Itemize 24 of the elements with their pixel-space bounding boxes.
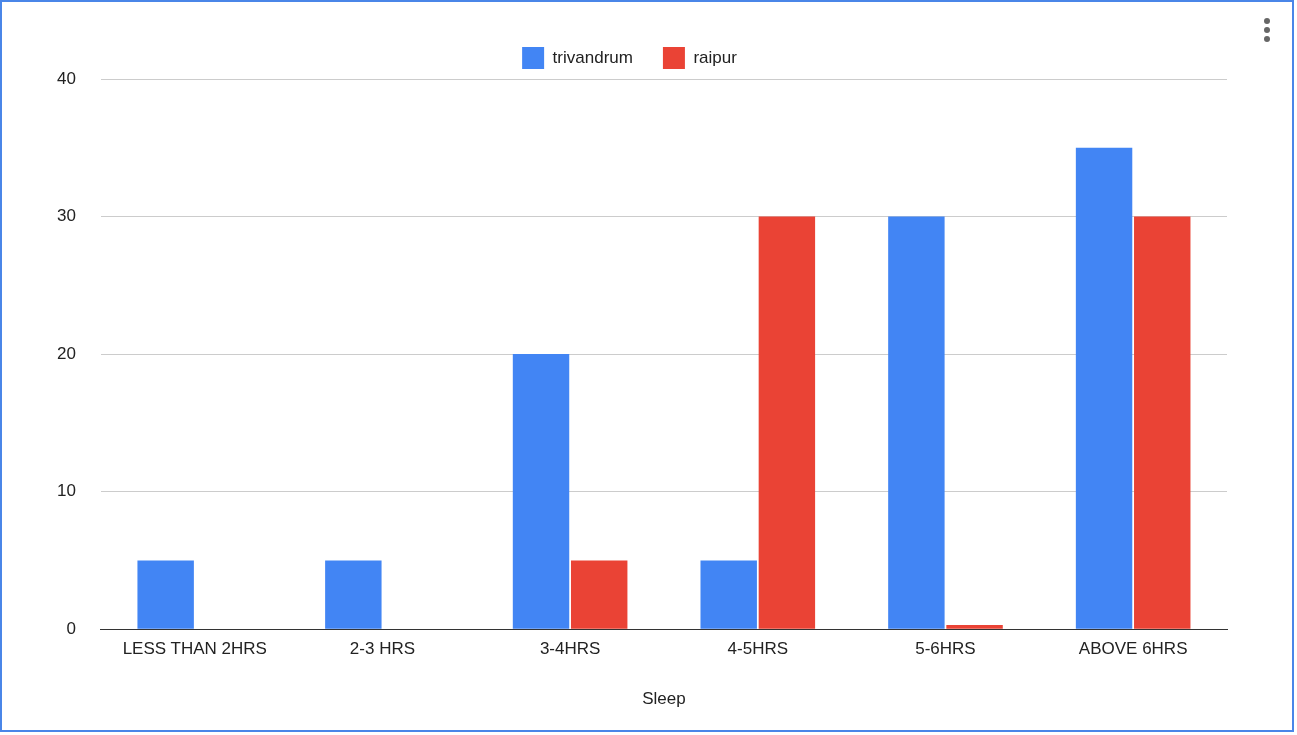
x-tick-label: 4-5HRS	[727, 639, 789, 659]
y-tick-label: 40	[56, 68, 76, 88]
bar	[758, 216, 816, 629]
bar	[700, 560, 757, 629]
x-axis-title: Sleep	[642, 689, 686, 709]
bar	[512, 354, 570, 629]
legend-label: raipur	[693, 47, 738, 67]
bar	[137, 560, 194, 629]
x-tick-label: 5-6HRS	[915, 639, 976, 659]
y-tick-label: 30	[56, 206, 76, 226]
bar	[1075, 147, 1133, 629]
x-tick-label: LESS THAN 2HRS	[122, 639, 267, 659]
y-tick-label: 10	[56, 481, 76, 501]
bar	[1134, 216, 1191, 629]
x-tick-label: ABOVE 6HRS	[1078, 639, 1188, 659]
bar	[888, 216, 945, 629]
bar	[570, 560, 628, 629]
x-tick-label: 3-4HRS	[539, 639, 601, 659]
bar	[325, 560, 382, 629]
y-tick-label: 20	[56, 343, 76, 363]
legend-label: trivandrum	[552, 47, 633, 67]
y-tick-label: 0	[66, 618, 76, 638]
x-tick-label: 2-3 HRS	[349, 639, 416, 659]
bar	[946, 625, 1003, 629]
